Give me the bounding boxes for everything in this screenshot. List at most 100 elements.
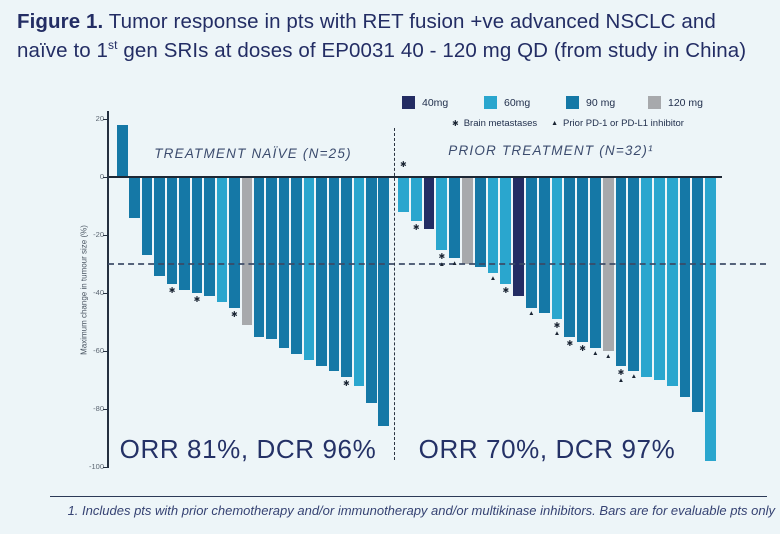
- y-tick-label: 20: [95, 114, 104, 123]
- bar: [551, 177, 563, 320]
- bar: [449, 177, 460, 259]
- summary-treatment-naive: ORR 81%, DCR 96%: [119, 434, 377, 464]
- bar: [154, 177, 165, 276]
- bar: [436, 177, 448, 250]
- bar: [487, 177, 499, 273]
- bar: [216, 177, 228, 302]
- y-tick-label: -100: [88, 462, 104, 471]
- legend-symbol-item: ✱ Brain metastases: [452, 118, 537, 129]
- bar: [366, 177, 377, 404]
- dose-label: 60mg: [504, 96, 531, 109]
- bar: [378, 177, 389, 427]
- y-tick-mark: [103, 409, 108, 411]
- prior-pd1-icon: ▲: [551, 120, 559, 127]
- brain-metastases-marker: ✱: [617, 367, 625, 377]
- symbol-label: Brain metastases: [463, 118, 538, 129]
- bar: [398, 177, 409, 212]
- figure-title-line2: naïve to 1st gen SRIs at doses of EP0031…: [17, 37, 747, 62]
- y-tick-label: -40: [93, 288, 104, 297]
- brain-metastases-marker: ✱: [566, 338, 574, 348]
- bar: [679, 177, 691, 398]
- prior-pd1-marker: ▲: [438, 260, 446, 268]
- bar: [538, 177, 550, 314]
- brain-metastases-marker: ✱: [438, 251, 446, 261]
- y-tick-mark: [103, 119, 108, 121]
- legend-dose-item: 60mg: [484, 96, 566, 109]
- y-tick-label: -60: [93, 346, 104, 355]
- y-tick-mark: [103, 235, 108, 237]
- y-tick-mark: [103, 177, 108, 179]
- brain-metastases-marker: ✱: [579, 344, 586, 354]
- bar: [266, 177, 277, 340]
- legend-dose-item: 40mg: [402, 96, 484, 109]
- bar: [513, 177, 524, 296]
- prior-pd1-marker: ▲: [528, 309, 535, 317]
- bar: [577, 177, 588, 343]
- legend-symbol-item: ▲ Prior PD-1 or PD-L1 inhibitor: [551, 118, 684, 129]
- bar: [628, 177, 640, 372]
- dose-swatch: [484, 96, 497, 109]
- bar: [253, 177, 265, 337]
- figure-number: Figure 1.: [17, 10, 104, 33]
- dose-legend: 40mg 60mg 90 mg 120 mg: [402, 96, 730, 109]
- prior-pd1-marker: ▲: [553, 330, 561, 338]
- bar: [303, 177, 315, 360]
- dose-label: 90 mg: [586, 96, 616, 109]
- brain-metastases-marker: ✱: [168, 286, 176, 296]
- bar: [353, 177, 365, 386]
- bar: [526, 177, 537, 308]
- bar: [278, 177, 290, 349]
- bar: [179, 177, 190, 291]
- bar: [692, 177, 704, 412]
- legend-dose-item: 120 mg: [648, 96, 730, 109]
- prior-pd1-marker: ▲: [604, 353, 612, 360]
- bar: [590, 177, 601, 349]
- brain-metastases-marker: ✱: [400, 160, 407, 169]
- bar: [564, 177, 576, 337]
- brain-metastases-marker: ✱: [193, 295, 201, 304]
- brain-metastases-marker: ✱: [553, 321, 561, 331]
- y-tick-label: -20: [93, 230, 104, 239]
- footnote-divider: [50, 496, 767, 498]
- legend-dose-item: 90 mg: [566, 96, 648, 109]
- bar: [615, 177, 627, 366]
- bar: [129, 177, 140, 218]
- group-label-prior-treatment: PRIOR TREATMENT (N=32)¹: [448, 143, 654, 158]
- y-axis-line: [107, 111, 109, 468]
- y-tick-mark: [103, 351, 108, 353]
- y-tick-mark: [103, 467, 108, 469]
- y-tick-label: 0: [99, 172, 104, 181]
- bar: [654, 177, 665, 380]
- footnote: 1. Includes pts with prior chemotherapy …: [67, 503, 775, 518]
- group-label-treatment-naive: TREATMENT NAÏVE (N=25): [154, 146, 352, 161]
- figure-title-line1: Figure 1. Tumor response in pts with RET…: [17, 10, 716, 33]
- zero-baseline: [107, 176, 722, 178]
- symbol-label: Prior PD-1 or PD-L1 inhibitor: [563, 118, 684, 129]
- y-tick-mark: [103, 293, 108, 295]
- bar: [474, 177, 486, 267]
- y-tick-label: -80: [93, 404, 104, 413]
- dose-swatch: [402, 96, 415, 109]
- brain-metastases-marker: ✱: [502, 286, 510, 296]
- bar: [316, 177, 327, 366]
- bar: [641, 177, 652, 378]
- bar: [410, 177, 422, 221]
- bar: [191, 177, 203, 293]
- bar: [166, 177, 178, 285]
- brain-metastases-marker: ✱: [230, 309, 238, 319]
- prior-pd1-marker: ▲: [592, 350, 599, 358]
- figure-title: Figure 1. Tumor response in pts with RET…: [17, 8, 769, 65]
- bar: [341, 177, 352, 378]
- brain-metastases-marker: ✱: [342, 379, 350, 389]
- bar: [705, 177, 716, 462]
- bar: [241, 177, 252, 325]
- dose-swatch: [566, 96, 579, 109]
- brain-metastases-marker: ✱: [412, 222, 420, 232]
- bar: [141, 177, 153, 256]
- summary-prior-treatment: ORR 70%, DCR 97%: [418, 434, 676, 464]
- prior-pd1-marker: ▲: [489, 274, 497, 282]
- bar: [291, 177, 302, 354]
- bar: [423, 177, 435, 230]
